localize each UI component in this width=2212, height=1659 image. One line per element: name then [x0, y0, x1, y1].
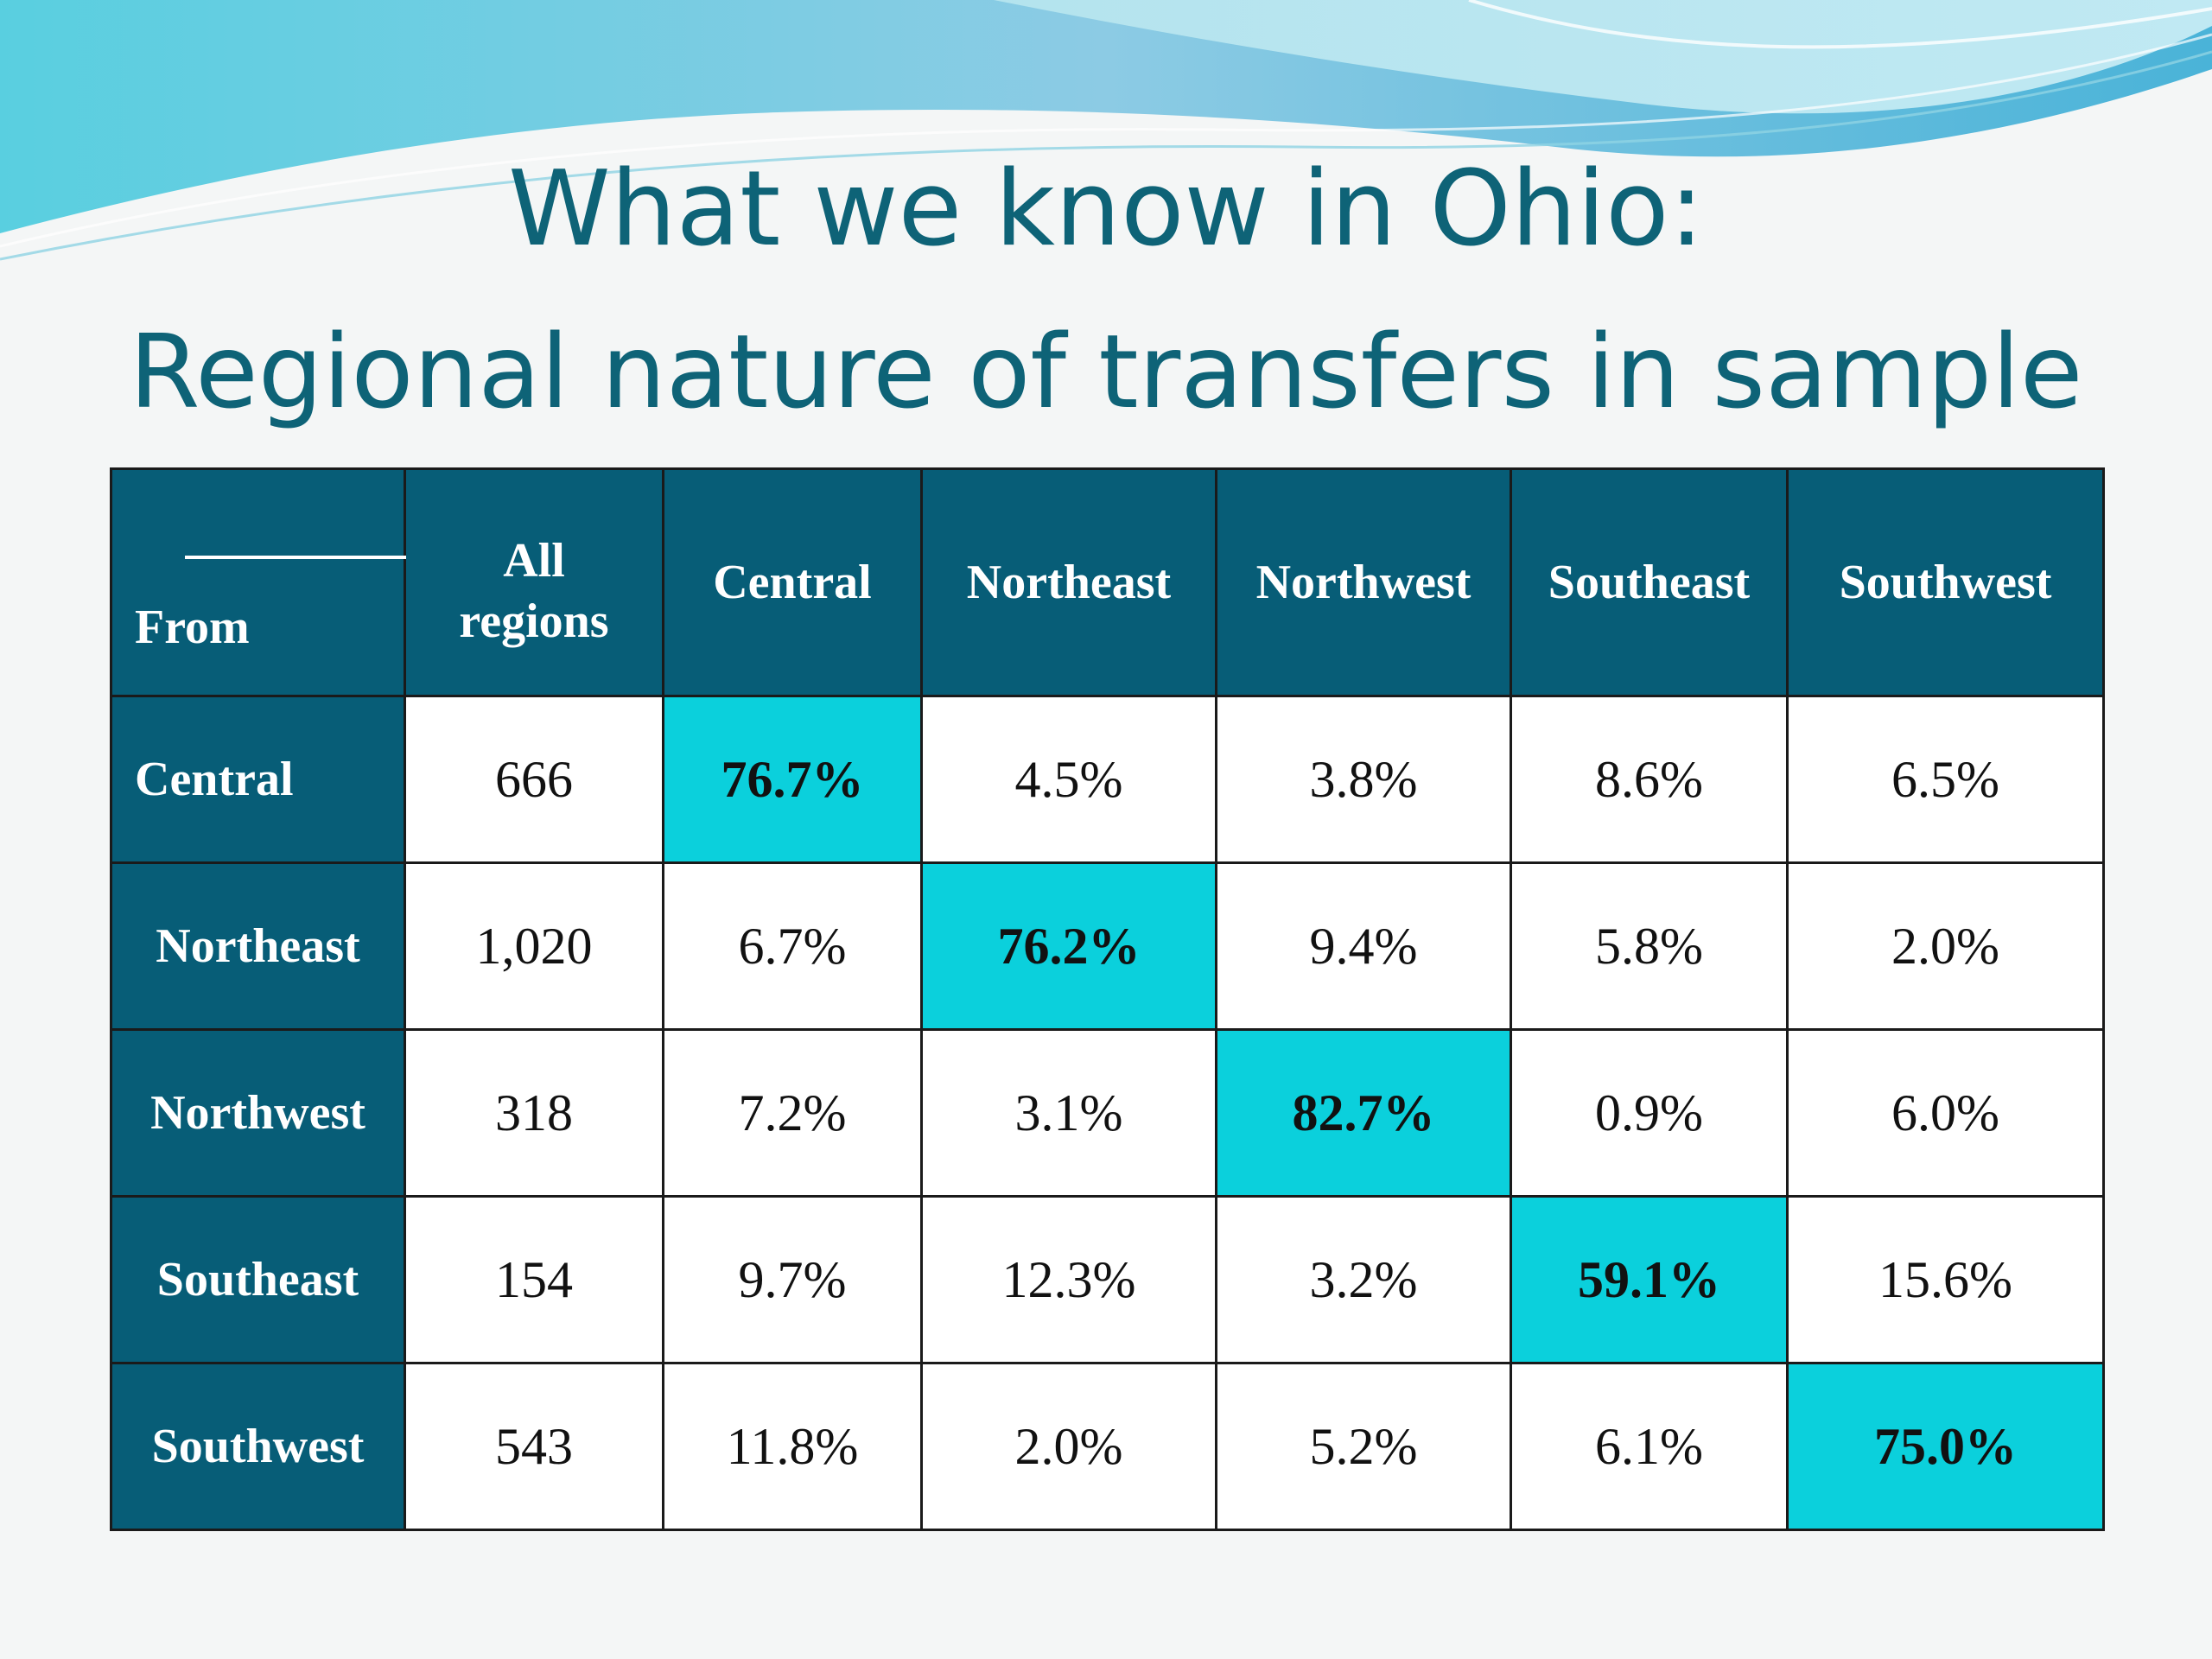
percent-cell: 8.6% [1510, 695, 1789, 864]
all-regions-label-line2: regions [459, 594, 609, 648]
percent-cell: 6.7% [662, 861, 923, 1031]
count-cell: 543 [404, 1362, 664, 1531]
all-regions-header: All regions [404, 467, 664, 697]
table-row: Northeast 1,020 6.7% 76.2% 9.4% 5.8% 2.0… [110, 861, 2105, 1031]
count-cell: 318 [404, 1028, 664, 1198]
corner-header-cell: From [110, 467, 474, 697]
column-header-southwest: Southwest [1786, 467, 2105, 697]
from-label: From [135, 601, 250, 654]
percent-cell-highlight: 82.7% [1215, 1028, 1512, 1198]
percent-cell: 2.0% [1786, 861, 2105, 1031]
row-header-northeast: Northeast [110, 861, 406, 1031]
percent-cell: 7.2% [662, 1028, 923, 1198]
percent-cell: 5.2% [1215, 1362, 1512, 1531]
percent-cell: 3.2% [1215, 1195, 1512, 1364]
row-header-southeast: Southeast [110, 1195, 406, 1364]
table-row: Northwest 318 7.2% 3.1% 82.7% 0.9% 6.0% [110, 1028, 2105, 1198]
percent-cell: 11.8% [662, 1362, 923, 1531]
column-header-northwest: Northwest [1215, 467, 1512, 697]
wave-header-decoration [0, 0, 2212, 261]
percent-cell: 3.8% [1215, 695, 1512, 864]
percent-cell: 4.5% [920, 695, 1217, 864]
percent-cell: 2.0% [920, 1362, 1217, 1531]
percent-cell: 5.8% [1510, 861, 1789, 1031]
percent-cell-highlight: 59.1% [1510, 1195, 1789, 1364]
column-header-central: Central [662, 467, 923, 697]
row-header-central: Central [110, 695, 406, 864]
header-row: From All regions Central Northeast North… [110, 467, 2105, 697]
percent-cell-highlight: 76.2% [920, 861, 1217, 1031]
count-cell: 1,020 [404, 861, 664, 1031]
table-row: Central 666 76.7% 4.5% 3.8% 8.6% 6.5% [110, 695, 2105, 864]
percent-cell-highlight: 76.7% [662, 695, 923, 864]
transfer-matrix-table: From All regions Central Northeast North… [110, 467, 2105, 1531]
percent-cell: 9.4% [1215, 861, 1512, 1031]
column-header-northeast: Northeast [920, 467, 1217, 697]
percent-cell: 9.7% [662, 1195, 923, 1364]
percent-cell-highlight: 75.0% [1786, 1362, 2105, 1531]
column-header-southeast: Southeast [1510, 467, 1789, 697]
table-row: Southwest 543 11.8% 2.0% 5.2% 6.1% 75.0% [110, 1362, 2105, 1531]
count-cell: 154 [404, 1195, 664, 1364]
percent-cell: 6.0% [1786, 1028, 2105, 1198]
percent-cell: 0.9% [1510, 1028, 1789, 1198]
count-cell: 666 [404, 695, 664, 864]
slide-title-line2: Regional nature of transfers in sample [129, 312, 2083, 431]
slide-title-line1: What we know in Ohio: [507, 149, 1705, 270]
row-header-southwest: Southwest [110, 1362, 406, 1531]
percent-cell: 15.6% [1786, 1195, 2105, 1364]
percent-cell: 6.5% [1786, 695, 2105, 864]
row-header-northwest: Northwest [110, 1028, 406, 1198]
table-row: Southeast 154 9.7% 12.3% 3.2% 59.1% 15.6… [110, 1195, 2105, 1364]
percent-cell: 3.1% [920, 1028, 1217, 1198]
percent-cell: 6.1% [1510, 1362, 1789, 1531]
percent-cell: 12.3% [920, 1195, 1217, 1364]
all-regions-label-line1: All [503, 534, 565, 588]
